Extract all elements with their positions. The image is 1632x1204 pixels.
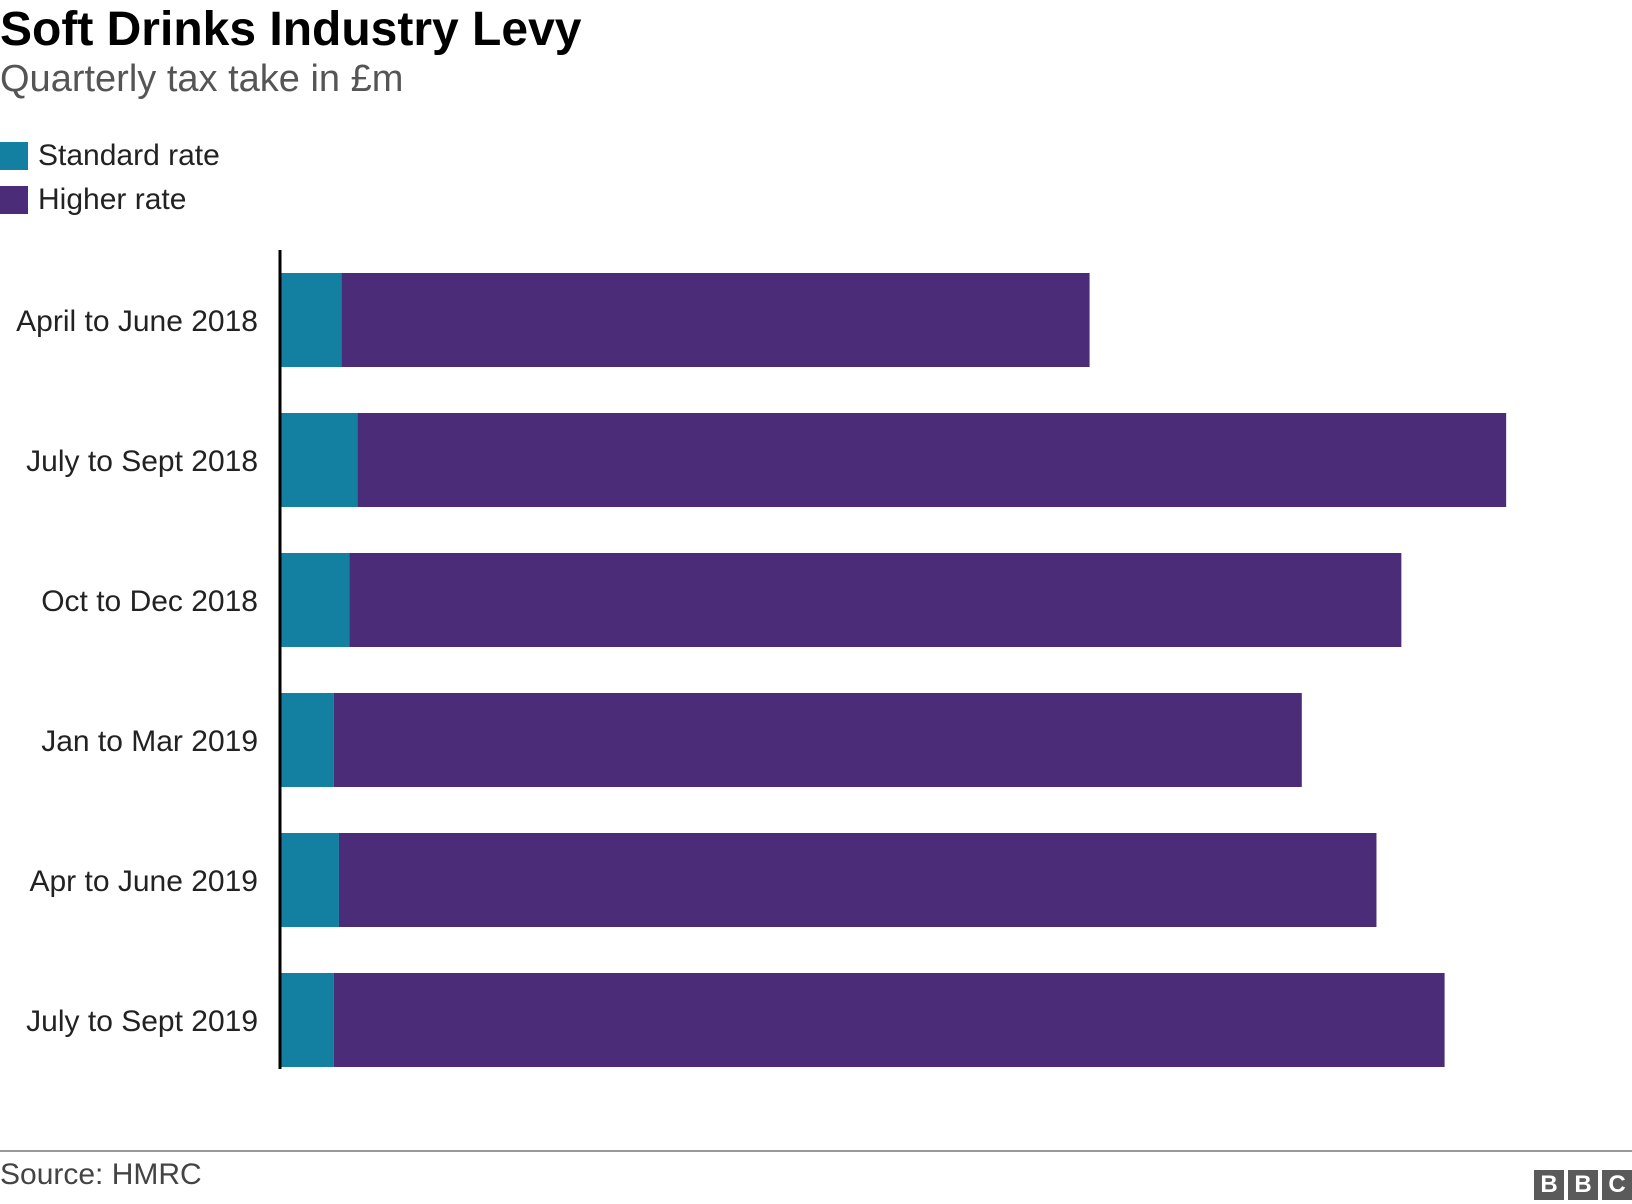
bar-segment-standard-rate: [280, 693, 334, 787]
footer-divider: [0, 1150, 1632, 1152]
chart-subtitle: Quarterly tax take in £m: [0, 58, 404, 100]
category-label: Oct to Dec 2018: [41, 585, 258, 618]
legend-item-higher-rate: Higher rate: [0, 178, 220, 222]
legend-item-standard-rate: Standard rate: [0, 134, 220, 178]
legend-swatch-higher-rate: [0, 186, 28, 214]
category-labels: April to June 2018 July to Sept 2018 Oct t…: [16, 305, 258, 1038]
chart-title: Soft Drinks Industry Levy: [0, 3, 582, 56]
bbc-logo: B B C: [1534, 1170, 1632, 1200]
category-label: Apr to June 2019: [29, 865, 258, 898]
category-label: Jan to Mar 2019: [41, 725, 258, 758]
legend-label-standard-rate: Standard rate: [38, 139, 220, 172]
bbc-logo-block: B: [1568, 1170, 1598, 1200]
bar-segment-higher-rate: [338, 833, 1377, 927]
category-label: July to Sept 2019: [26, 1005, 258, 1038]
bar-segment-standard-rate: [280, 833, 339, 927]
legend-swatch-standard-rate: [0, 142, 28, 170]
bar-segment-standard-rate: [280, 273, 342, 367]
category-label: July to Sept 2018: [26, 445, 258, 478]
bar-segment-standard-rate: [280, 973, 334, 1067]
bar-group: [280, 273, 1507, 1067]
bar-segment-higher-rate: [357, 413, 1507, 507]
bbc-logo-block: B: [1534, 1170, 1564, 1200]
bar-segment-higher-rate: [341, 273, 1090, 367]
bar-segment-higher-rate: [349, 553, 1402, 647]
category-label: April to June 2018: [16, 305, 258, 338]
bar-segment-standard-rate: [280, 413, 358, 507]
chart-legend: Standard rate Higher rate: [0, 134, 220, 222]
bbc-logo-block: C: [1602, 1170, 1632, 1200]
legend-label-higher-rate: Higher rate: [38, 183, 187, 216]
bar-segment-standard-rate: [280, 553, 350, 647]
bar-chart: April to June 2018 July to Sept 2018 Oct t…: [16, 250, 1507, 1069]
bar-segment-higher-rate: [333, 693, 1302, 787]
bar-segment-higher-rate: [333, 973, 1445, 1067]
source-note: Source: HMRC: [0, 1158, 202, 1191]
